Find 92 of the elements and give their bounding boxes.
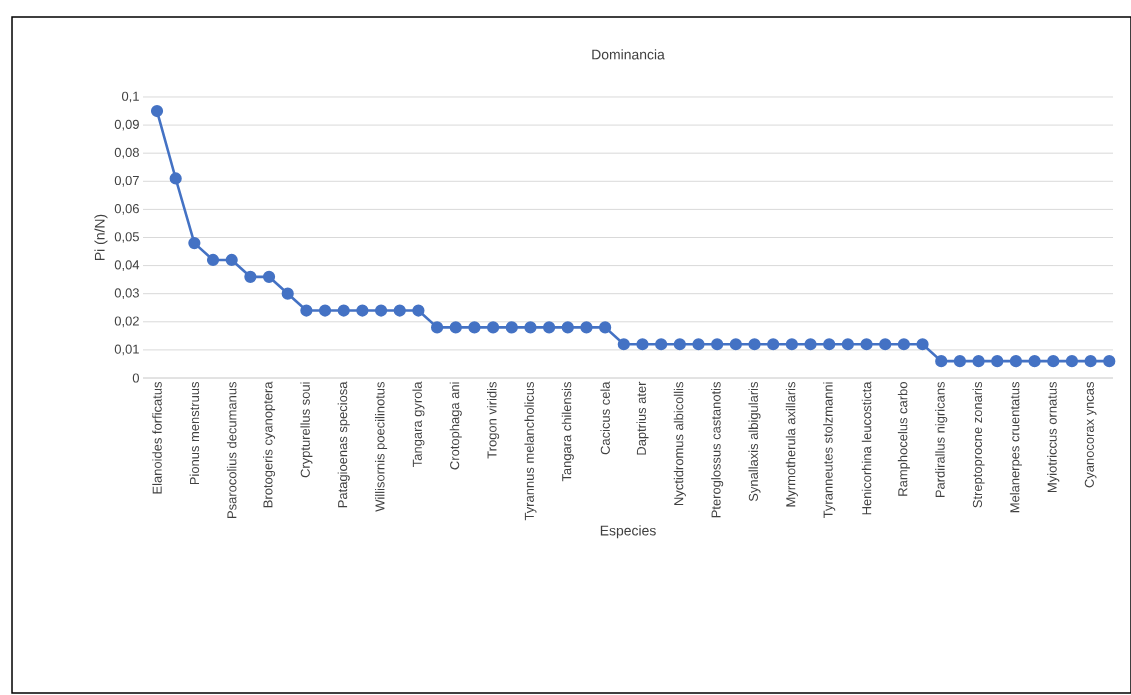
x-tick-label: Psarocolius decumanus [226,382,237,518]
x-tick-label: Daptrius ater [636,381,649,455]
point [1009,355,1023,368]
point [972,355,985,368]
x-tick-label: Tangara chilensis [561,382,574,482]
y-tick-label: 0,1 [121,91,139,103]
point [449,321,462,334]
y-tick-label: 0,06 [114,204,139,215]
point [505,321,518,334]
point [393,304,406,317]
y-tick-label: 0,08 [114,147,139,159]
x-tick-label: Myrmotherula axillaris [785,382,798,507]
x-tick-label: Streptoprocne zonaris [972,382,985,508]
point [879,338,892,351]
y-tick-label: 0,04 [114,260,140,271]
x-tick-label: Trogon viridis [487,381,500,459]
point [655,338,668,351]
point [1103,355,1116,368]
x-tick-label: Synallaxis albigularis [748,382,761,502]
point [244,270,257,283]
point [300,304,313,317]
x-tick-label: Melanerpes cruentatus [1009,382,1022,513]
x-tick-label: Pteroglossus castanotis [711,381,724,518]
point [412,304,425,317]
y-tick-label: 0,03 [114,288,139,300]
point [430,321,444,334]
point [729,338,742,351]
y-tick-label: 0,09 [114,119,139,131]
x-tick-label: Nyctidromus albicollis [673,382,686,505]
point [169,172,182,185]
point [374,304,388,317]
y-tick-label: 0,07 [114,175,139,187]
point [262,270,276,283]
y-tick-label: 0,05 [114,232,139,243]
point [785,338,798,351]
point [804,338,817,351]
x-tick-label: Pardirallus nigricans [935,382,948,498]
point [599,321,612,334]
y-tick-label: 0,02 [114,316,139,328]
point [617,338,630,351]
point [188,237,201,250]
x-tick-label: Brotogeris cyanoptera [263,381,276,508]
point [356,304,369,317]
x-tick-label: Tyrannus melancholicus [524,382,537,521]
point [487,321,500,334]
x-tick-label: Elanoides forficatus [152,381,162,494]
chart-title: Dominancia [592,49,665,60]
point [897,338,910,351]
x-tick-label: Patagioenas speciosa [337,381,350,508]
point [711,338,724,351]
point [1084,355,1097,368]
point [692,338,705,351]
y-tick-label: 0,01 [114,344,139,356]
point [636,338,649,351]
x-tick-label: Crotophaga ani [449,382,462,470]
point [1047,355,1060,368]
x-tick-label: Tangara gyrola [412,381,425,467]
point [823,338,836,351]
y-axis-title: Pi (n/N) [94,214,108,260]
point [1028,355,1041,368]
point [953,355,966,368]
x-tick-label: Crypturellus soui [300,382,313,478]
point [916,338,929,351]
point [206,253,220,267]
point [841,338,854,351]
x-tick-label: Cyanocorax yncas [1084,381,1097,488]
x-tick-label: Tyranneutes stolzmanni [823,382,836,518]
point [860,338,873,351]
x-tick-label: Ramphocelus carbo [897,382,910,496]
point [935,355,948,368]
x-tick-label: Cacicus cela [600,381,610,455]
x-tick-label: Henicorhina leucosticta [861,381,872,515]
point [991,355,1004,368]
y-tick-label: 0 [132,373,139,383]
point [673,338,686,351]
x-tick-label: Myiotriccus ornatus [1047,381,1060,492]
point [748,338,761,351]
point [150,104,164,118]
point [225,253,238,267]
point [543,321,556,334]
point [281,287,294,300]
point [318,304,332,317]
x-tick-label: Pionus menstruus [189,381,200,485]
point [561,321,574,334]
point [337,304,350,317]
point [1065,355,1079,368]
x-tick-label: Willisornis poecilinotus [375,382,388,512]
point [580,321,593,334]
point [524,321,537,334]
x-axis-title: Especies [600,525,656,539]
point [468,321,481,334]
point [767,338,780,351]
